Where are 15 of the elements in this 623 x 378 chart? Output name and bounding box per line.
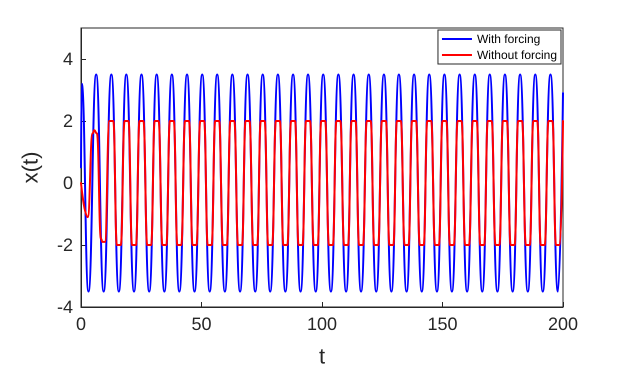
line-series	[80, 120, 564, 246]
y-tick-label: 2	[62, 111, 73, 131]
y-tick-label: 4	[62, 49, 73, 69]
x-tick-label: 200	[548, 314, 578, 334]
y-tick-label: -4	[56, 297, 73, 317]
y-tick-label: -2	[56, 235, 73, 255]
legend-label: Without forcing	[476, 48, 558, 62]
y-tick-label: 0	[62, 173, 73, 193]
x-tick-label: 100	[306, 314, 338, 334]
x-tick-label: 0	[76, 314, 86, 334]
legend-label: With forcing	[476, 32, 540, 46]
x-axis-title: t	[318, 344, 326, 368]
x-tick-label: 50	[191, 314, 212, 334]
x-tick-label: 150	[427, 314, 458, 334]
y-axis-title: x(t)	[18, 152, 42, 184]
